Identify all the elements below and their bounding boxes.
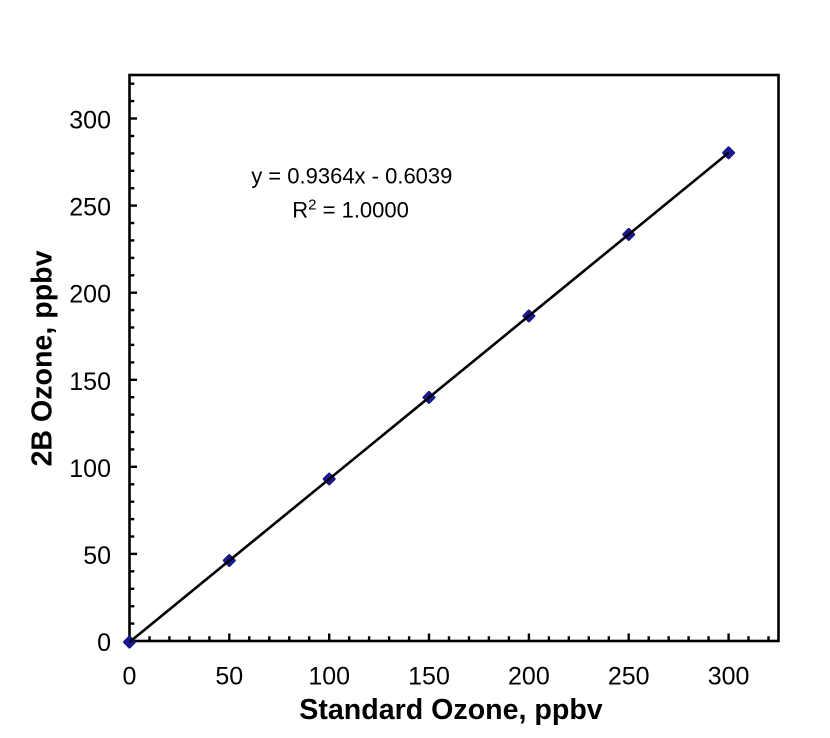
svg-text:150: 150 bbox=[69, 368, 111, 396]
svg-text:300: 300 bbox=[708, 663, 750, 691]
svg-text:0: 0 bbox=[97, 629, 111, 657]
svg-text:300: 300 bbox=[69, 107, 111, 135]
svg-text:y = 0.9364x - 0.6039: y = 0.9364x - 0.6039 bbox=[251, 164, 452, 189]
svg-text:200: 200 bbox=[508, 663, 550, 691]
svg-text:100: 100 bbox=[69, 455, 111, 483]
svg-text:50: 50 bbox=[83, 542, 111, 570]
svg-text:250: 250 bbox=[608, 663, 650, 691]
svg-text:250: 250 bbox=[69, 194, 111, 222]
svg-text:100: 100 bbox=[308, 663, 350, 691]
svg-text:Standard Ozone, ppbv: Standard Ozone, ppbv bbox=[299, 694, 603, 726]
svg-text:2B Ozone, ppbv: 2B Ozone, ppbv bbox=[26, 250, 58, 466]
svg-text:150: 150 bbox=[408, 663, 450, 691]
svg-text:0: 0 bbox=[123, 663, 137, 691]
svg-text:200: 200 bbox=[69, 281, 111, 309]
svg-text:50: 50 bbox=[215, 663, 243, 691]
